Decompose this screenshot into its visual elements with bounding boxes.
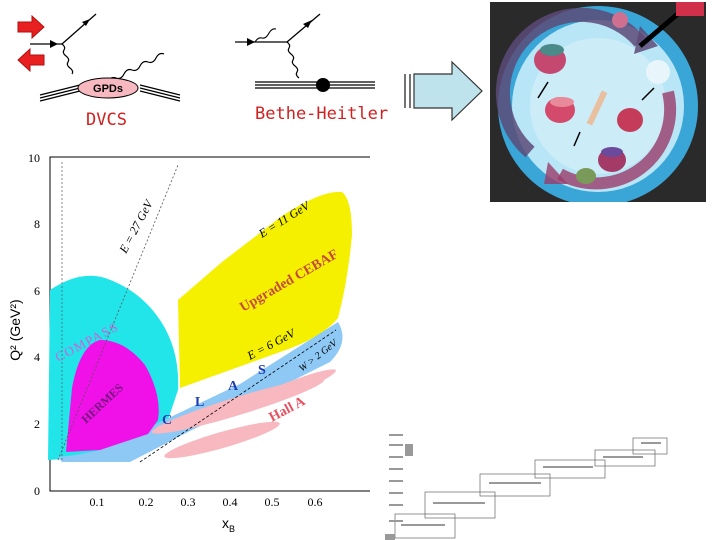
y-tick-label: 2 — [34, 417, 40, 431]
small-table-figure — [385, 434, 668, 540]
clas-letter-4: S — [258, 363, 266, 378]
cebaf-region — [178, 191, 352, 388]
x-axis-label-sub: B — [229, 524, 235, 534]
arrow-left-icon — [17, 47, 45, 73]
halla-region-2 — [164, 421, 280, 459]
x-tick-label: 0.3 — [181, 495, 196, 509]
big-arrow-right-icon — [404, 60, 483, 122]
y-tick-label: 0 — [34, 484, 40, 498]
y-tick-label: 10 — [28, 151, 40, 165]
dvcs-caption: DVCS — [86, 110, 127, 130]
x-axis-label-main: x — [222, 515, 229, 531]
clas-letter-3: A — [228, 379, 239, 394]
x-tick-label: 0.4 — [223, 495, 238, 509]
x-tick-label: 0.2 — [139, 495, 154, 509]
y-tick-label: 8 — [34, 217, 40, 231]
bethe-heitler-caption: Bethe-Heitler — [255, 104, 389, 124]
kinematic-coverage-plot: COMPASS HERMES Upgraded CEBAF C L A S Ha… — [7, 151, 370, 534]
halla-region-3 — [228, 369, 336, 415]
hermes-region — [66, 340, 159, 452]
y-axis: 0 2 4 6 8 10 — [28, 151, 40, 498]
gpds-label: GPDs — [93, 83, 123, 95]
x-axis: 0.1 0.2 0.3 0.4 0.5 0.6 — [90, 495, 323, 509]
dvcs-diagram: GPDs — [17, 13, 181, 102]
line-e27 — [57, 164, 179, 461]
clas-letter-2: L — [195, 395, 204, 410]
x-axis-label: xB — [222, 515, 235, 534]
x-tick-label: 0.1 — [90, 495, 105, 509]
e27-label: E = 27 GeV — [116, 196, 157, 256]
arrow-right-icon — [17, 14, 45, 40]
y-axis-label: Q² (GeV²) — [7, 299, 23, 360]
y-tick-label: 4 — [34, 350, 40, 364]
x-tick-label: 0.5 — [265, 495, 280, 509]
clas-letter-1: C — [162, 413, 172, 428]
y-tick-label: 6 — [34, 284, 40, 298]
line-w2 — [139, 329, 337, 463]
x-tick-label: 0.6 — [308, 495, 323, 509]
bethe-heitler-diagram — [235, 13, 375, 92]
proton-illustration-icon — [490, 2, 706, 202]
